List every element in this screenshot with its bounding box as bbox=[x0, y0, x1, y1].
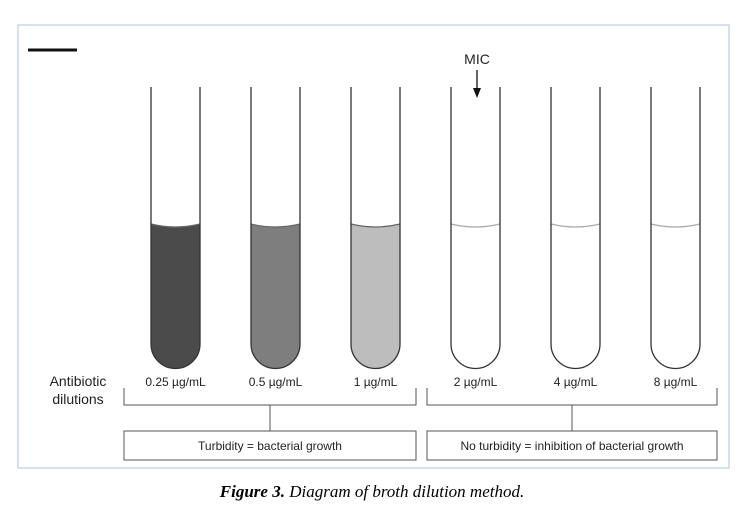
concentration-label: 4 µg/mL bbox=[554, 375, 598, 389]
figure-caption: Figure 3. Diagram of broth dilution meth… bbox=[219, 482, 524, 501]
group-label-inhibition: No turbidity = inhibition of bacterial g… bbox=[460, 439, 683, 453]
tube-outline bbox=[250, 87, 301, 370]
broth-liquid bbox=[151, 224, 200, 369]
mic-arrowhead-icon bbox=[473, 88, 481, 98]
concentration-label: 0.5 µg/mL bbox=[249, 375, 303, 389]
meniscus bbox=[450, 223, 501, 228]
row-label-line2: dilutions bbox=[52, 391, 103, 407]
test-tube: 2 µg/mL bbox=[450, 87, 501, 389]
meniscus bbox=[650, 223, 701, 228]
broth-liquid bbox=[651, 224, 700, 369]
row-label-line1: Antibiotic bbox=[50, 373, 107, 389]
broth-liquid bbox=[451, 224, 500, 369]
caption-text: Diagram of broth dilution method. bbox=[285, 482, 524, 501]
tube-outline bbox=[150, 87, 201, 370]
caption-prefix: Figure 3. bbox=[219, 482, 285, 501]
tube-outline bbox=[450, 87, 501, 370]
broth-liquid bbox=[251, 224, 300, 369]
meniscus bbox=[250, 223, 301, 228]
tube-outline bbox=[650, 87, 701, 370]
concentration-label: 8 µg/mL bbox=[654, 375, 698, 389]
test-tube: 0.5 µg/mL bbox=[249, 87, 303, 389]
test-tube: 0.25 µg/mL bbox=[145, 87, 206, 389]
broth-liquid bbox=[351, 224, 400, 369]
concentration-label: 0.25 µg/mL bbox=[145, 375, 206, 389]
tube-outline bbox=[350, 87, 401, 370]
concentration-label: 2 µg/mL bbox=[454, 375, 498, 389]
mic-label: MIC bbox=[464, 51, 490, 67]
meniscus bbox=[350, 223, 401, 228]
tube-outline bbox=[550, 87, 601, 370]
group-box-left bbox=[123, 430, 417, 461]
test-tube: 4 µg/mL bbox=[550, 87, 601, 389]
meniscus bbox=[550, 223, 601, 228]
test-tube: 1 µg/mL bbox=[350, 87, 401, 389]
meniscus bbox=[150, 223, 201, 228]
broth-liquid bbox=[551, 224, 600, 369]
concentration-label: 1 µg/mL bbox=[354, 375, 398, 389]
group-label-growth: Turbidity = bacterial growth bbox=[198, 439, 342, 453]
test-tube: 8 µg/mL bbox=[650, 87, 701, 389]
tube-rack: 0.25 µg/mL 0.5 µg/mL 1 µg/mL 2 µg/mL 4 µg/mL… bbox=[145, 87, 701, 389]
group-box-right bbox=[426, 430, 718, 461]
